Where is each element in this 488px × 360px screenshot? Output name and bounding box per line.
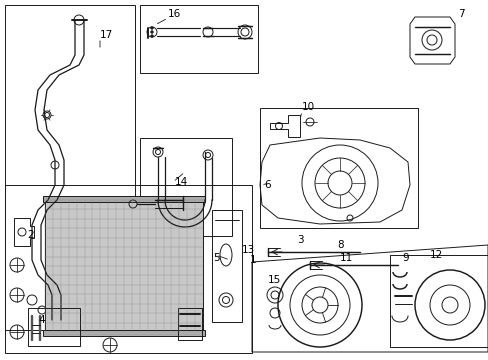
Bar <box>212 210 242 322</box>
Bar <box>43 196 204 202</box>
Bar <box>5 185 251 353</box>
Text: 5: 5 <box>213 253 219 263</box>
Circle shape <box>150 27 153 29</box>
Bar <box>389 255 487 347</box>
Text: 14: 14 <box>175 177 188 187</box>
Bar <box>260 108 417 228</box>
Text: 6: 6 <box>264 180 270 190</box>
Text: 16: 16 <box>168 9 181 19</box>
Text: 2: 2 <box>27 230 34 240</box>
Circle shape <box>150 35 153 37</box>
Bar <box>140 5 258 73</box>
Text: 1: 1 <box>249 255 256 265</box>
Bar <box>45 200 203 332</box>
Text: 13: 13 <box>242 245 255 255</box>
Text: 7: 7 <box>457 9 464 19</box>
Text: 17: 17 <box>100 30 113 40</box>
Text: 15: 15 <box>267 275 281 285</box>
Circle shape <box>150 31 153 33</box>
Bar <box>140 138 231 236</box>
Text: 11: 11 <box>339 253 352 263</box>
Bar <box>5 5 135 330</box>
Text: 12: 12 <box>429 250 442 260</box>
Text: 4: 4 <box>38 315 44 325</box>
Text: 10: 10 <box>302 102 314 112</box>
Bar <box>43 330 204 336</box>
Bar <box>178 308 202 340</box>
Text: 8: 8 <box>336 240 343 250</box>
Text: 3: 3 <box>296 235 303 245</box>
Bar <box>28 308 80 346</box>
Text: 9: 9 <box>401 253 408 263</box>
